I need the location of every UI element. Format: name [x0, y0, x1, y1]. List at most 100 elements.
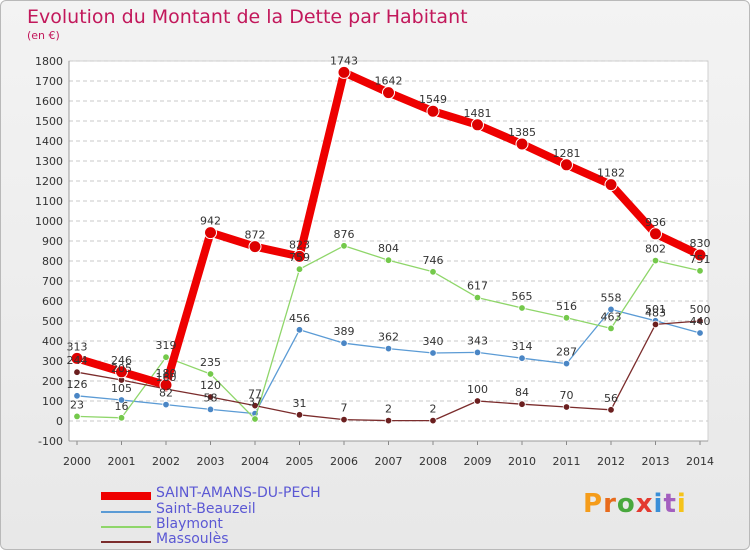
chart-title: Evolution du Montant de la Dette par Hab… [27, 6, 468, 28]
data-label: 340 [423, 335, 444, 348]
x-tick-label: 2006 [330, 455, 358, 468]
logo-letter: P [583, 489, 604, 519]
data-label: 617 [467, 280, 488, 293]
data-point [204, 226, 217, 240]
data-label: 501 [645, 303, 666, 316]
data-point [604, 178, 618, 192]
data-label: 205 [111, 362, 132, 375]
data-label: 105 [111, 382, 132, 395]
data-point [651, 256, 660, 265]
data-point [560, 158, 573, 172]
data-point [337, 65, 351, 79]
data-point [471, 118, 484, 132]
chart-subtitle: (en €) [27, 29, 60, 42]
data-point [73, 392, 81, 400]
y-tick-label: 800 [42, 255, 63, 268]
data-label: 31 [293, 397, 307, 410]
y-tick-label: 400 [42, 335, 63, 348]
data-label: 287 [556, 346, 577, 359]
data-label: 120 [200, 379, 221, 392]
data-label: 82 [159, 387, 173, 400]
data-label: 751 [690, 253, 711, 266]
data-label: 1549 [419, 93, 447, 106]
x-tick-label: 2009 [464, 455, 492, 468]
data-label: 2 [385, 403, 392, 416]
x-tick-label: 2002 [152, 455, 180, 468]
data-point [162, 400, 170, 409]
legend-label-massoules: Massoulès [156, 531, 229, 547]
data-point [429, 416, 437, 425]
data-point [518, 400, 526, 408]
data-point [473, 348, 482, 357]
data-label: 319 [156, 339, 177, 352]
logo-letter: r [603, 489, 617, 519]
y-tick-label: 1000 [35, 215, 63, 228]
data-label: 516 [556, 300, 577, 313]
data-label: 565 [512, 290, 533, 303]
data-label: 126 [67, 378, 88, 391]
y-tick-label: 1100 [35, 195, 63, 208]
x-tick-label: 2010 [508, 455, 536, 468]
data-point [696, 317, 704, 325]
data-point [518, 354, 526, 362]
y-tick-label: 1300 [35, 155, 63, 168]
data-label: 235 [200, 356, 221, 369]
data-label: 483 [645, 306, 666, 319]
data-label: 558 [601, 291, 622, 304]
data-point [73, 368, 81, 376]
y-tick-label: 1400 [35, 135, 63, 148]
data-point [696, 329, 704, 337]
data-label: 872 [245, 229, 266, 242]
x-tick-label: 2004 [241, 455, 269, 468]
data-point [117, 414, 126, 422]
data-point [693, 248, 707, 262]
y-tick-label: 1800 [35, 55, 63, 68]
data-label: 759 [289, 251, 310, 264]
legend-swatch-massoules [101, 541, 151, 543]
data-label: 1182 [597, 167, 625, 180]
data-label: 70 [560, 389, 574, 402]
y-tick-label: 900 [42, 235, 63, 248]
data-point [251, 401, 259, 410]
data-point [70, 351, 84, 365]
data-label: 180 [156, 367, 177, 380]
y-tick-label: 500 [42, 315, 63, 328]
legend-label-blaymont: Blaymont [156, 516, 223, 532]
data-label: 7 [341, 402, 348, 415]
x-tick-label: 2005 [286, 455, 314, 468]
data-point [206, 405, 215, 414]
data-label: 942 [200, 215, 221, 228]
data-label: 77 [248, 388, 262, 401]
data-point [73, 412, 81, 421]
data-point [607, 406, 615, 414]
data-label: 84 [515, 386, 529, 399]
data-label: 463 [601, 310, 622, 323]
data-label: 160 [156, 371, 177, 384]
data-point [649, 227, 662, 241]
data-label: 936 [645, 216, 666, 229]
data-point [518, 304, 526, 312]
data-point [248, 240, 262, 254]
data-label: 56 [604, 392, 618, 405]
logo-letter: i [676, 489, 687, 519]
x-tick-label: 2008 [419, 455, 447, 468]
x-tick-label: 2001 [108, 455, 136, 468]
plot-area [68, 60, 709, 442]
data-label: 362 [378, 331, 399, 344]
data-label: 244 [67, 354, 88, 367]
x-tick-label: 2013 [642, 455, 670, 468]
y-tick-label: 0 [56, 415, 63, 428]
x-tick-label: 2003 [197, 455, 225, 468]
y-tick-label: -100 [38, 435, 63, 448]
data-label: 830 [690, 237, 711, 250]
y-tick-label: 1200 [35, 175, 63, 188]
data-label: 876 [334, 228, 355, 241]
data-label: 100 [467, 383, 488, 396]
x-tick-label: 2011 [553, 455, 581, 468]
data-label: 1481 [464, 107, 492, 120]
data-point [295, 265, 304, 273]
logo-letter: t [663, 489, 677, 519]
data-point [384, 344, 393, 353]
data-point [562, 403, 571, 411]
legend-swatch-saint-amans-du-pech [101, 492, 151, 500]
